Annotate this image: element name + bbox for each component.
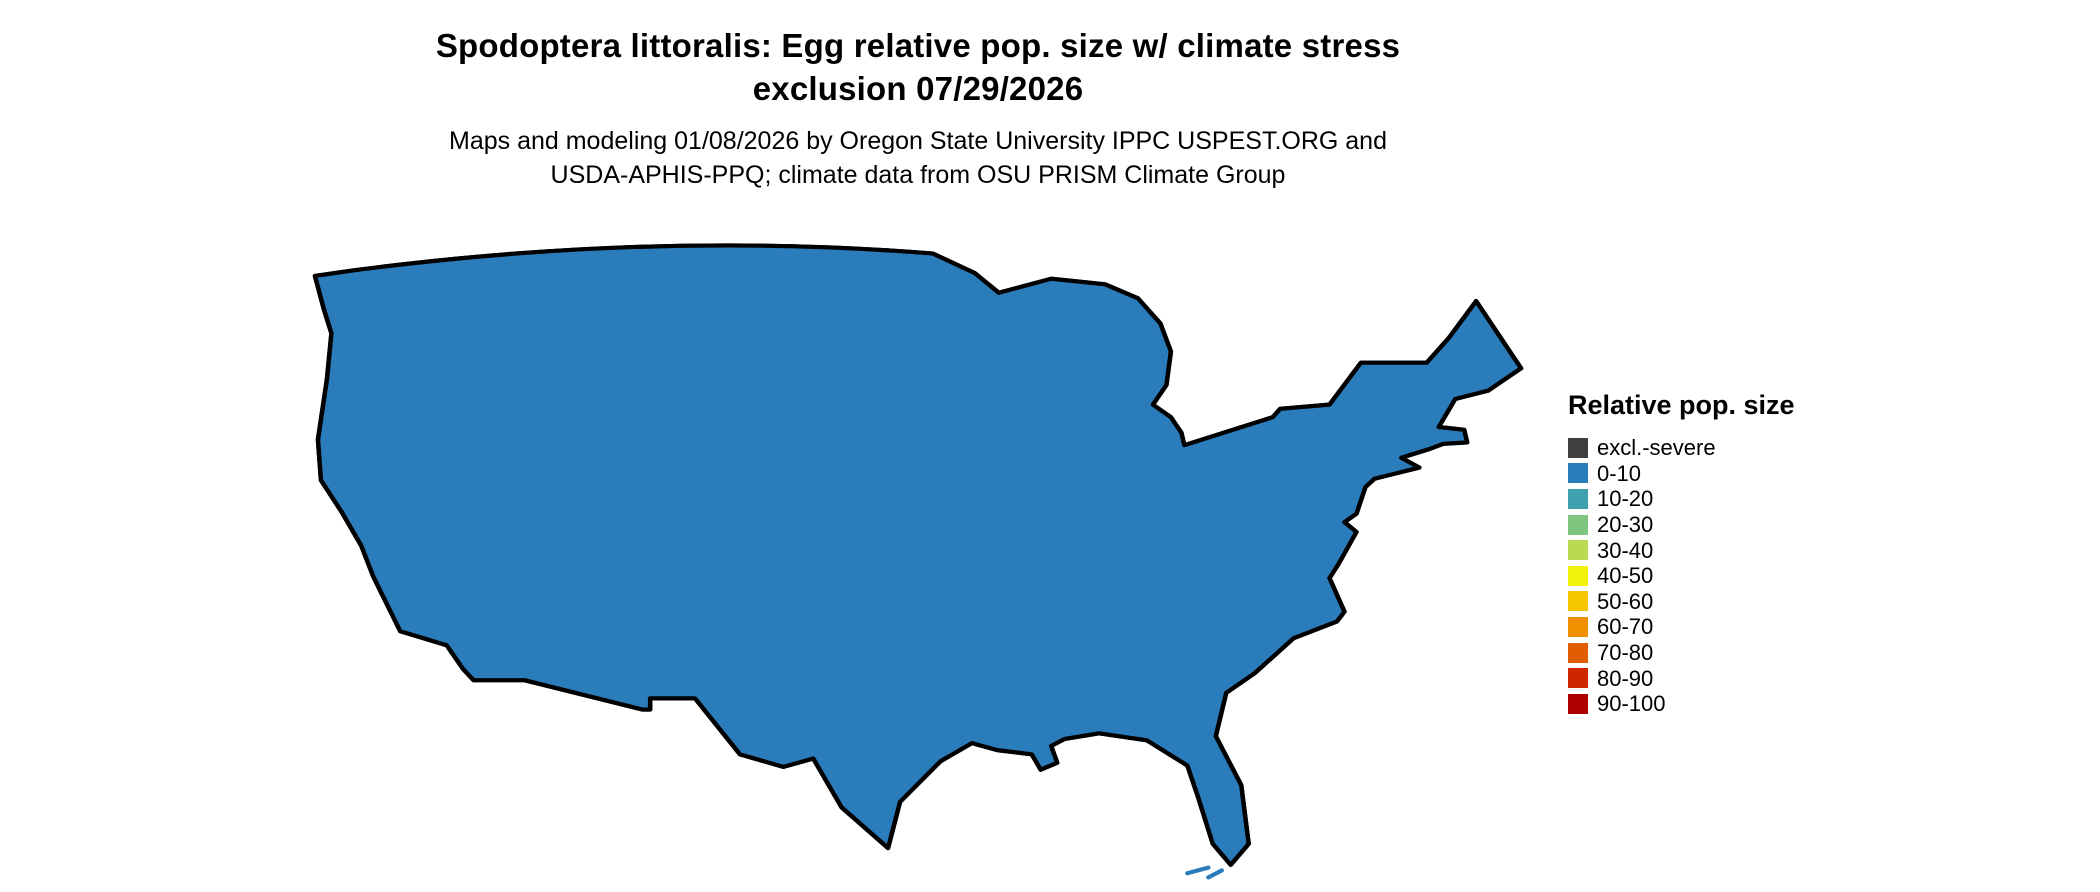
legend-item-label: 70-80	[1597, 640, 1654, 666]
subtitle-line-2: USDA-APHIS-PPQ; climate data from OSU PR…	[550, 161, 1286, 189]
legend-swatch	[1568, 488, 1588, 509]
legend-item-label: 80-90	[1597, 665, 1654, 691]
legend-item: 60-70	[1568, 614, 1795, 640]
conus-map	[303, 220, 1524, 880]
legend-item: 30-40	[1568, 537, 1795, 563]
legend-swatch	[1568, 437, 1588, 458]
legend-item-label: 10-20	[1597, 486, 1654, 512]
legend-item: excl.-severe	[1568, 435, 1795, 461]
legend-item: 40-50	[1568, 563, 1795, 589]
legend-swatch	[1568, 540, 1588, 561]
legend: Relative pop. size excl.-severe 0-10 10-20…	[1568, 390, 1795, 717]
legend-rows: excl.-severe 0-10 10-20 20-30 30-40 40-50 50-6…	[1568, 435, 1795, 717]
florida-keys	[1185, 865, 1225, 880]
figure-title: Spodoptera littoralis: Egg relative pop.…	[268, 24, 1568, 110]
page-title: Spodoptera littoralis: Egg relative pop.…	[268, 24, 1568, 110]
legend-item: 80-90	[1568, 665, 1795, 691]
legend-item-label: 0-10	[1597, 460, 1642, 486]
legend-item-label: 60-70	[1597, 614, 1654, 640]
figure-subtitle: Maps and modeling 01/08/2026 by Oregon S…	[268, 124, 1568, 192]
legend-swatch	[1568, 565, 1588, 586]
title-line-1: Spodoptera littoralis: Egg relative pop.…	[435, 27, 1401, 64]
legend-item-label: 30-40	[1597, 537, 1654, 563]
legend-item: 0-10	[1568, 461, 1795, 487]
legend-swatch	[1568, 616, 1588, 637]
legend-swatch	[1568, 591, 1588, 612]
legend-title: Relative pop. size	[1568, 390, 1795, 420]
title-line-2: exclusion 07/29/2026	[752, 70, 1084, 107]
legend-swatch	[1568, 514, 1588, 535]
legend-item: 90-100	[1568, 691, 1795, 717]
subtitle-line-1: Maps and modeling 01/08/2026 by Oregon S…	[449, 127, 1387, 155]
legend-item-label: 90-100	[1597, 691, 1666, 717]
legend-item: 20-30	[1568, 512, 1795, 538]
legend-item-label: excl.-severe	[1597, 435, 1716, 461]
legend-item-label: 20-30	[1597, 512, 1654, 538]
legend-swatch	[1568, 463, 1588, 484]
legend-swatch	[1568, 668, 1588, 689]
us-outline	[315, 245, 1521, 864]
legend-swatch	[1568, 642, 1588, 663]
legend-item: 50-60	[1568, 589, 1795, 615]
legend-swatch	[1568, 693, 1588, 714]
legend-item-label: 40-50	[1597, 563, 1654, 589]
legend-item: 70-80	[1568, 640, 1795, 666]
legend-item: 10-20	[1568, 486, 1795, 512]
legend-item-label: 50-60	[1597, 588, 1654, 614]
